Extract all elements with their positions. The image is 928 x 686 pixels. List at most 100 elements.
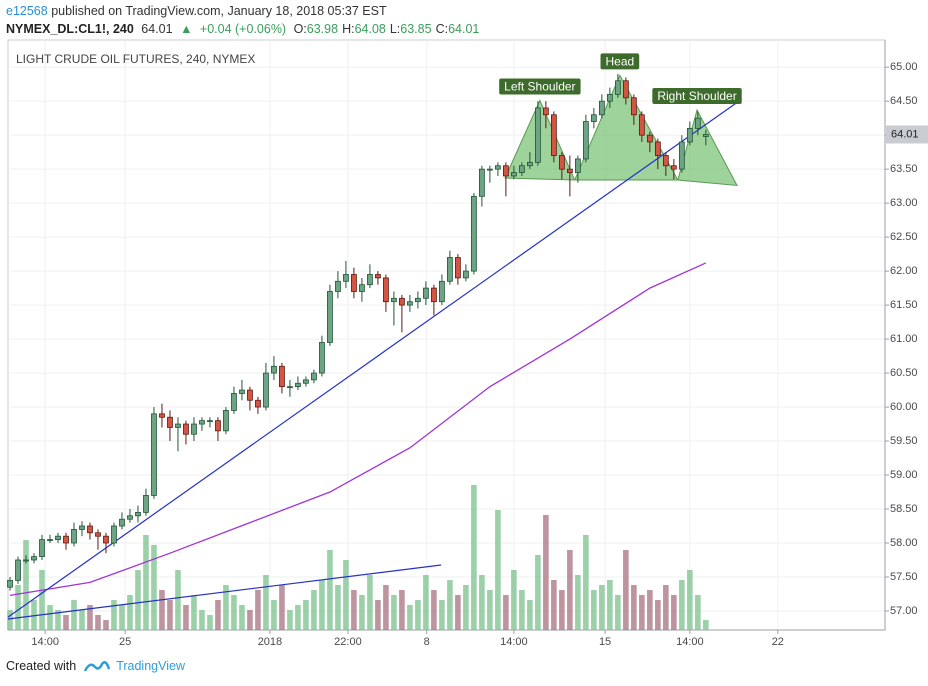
candle-body [550,114,557,156]
candle-body [351,274,357,292]
volume-bar [335,585,341,630]
ohlc-label: O: [293,22,307,36]
volume-bar [63,615,69,630]
volume-bar [703,620,709,630]
candle-body [183,423,189,435]
volume-bar [591,590,597,630]
candle-body [223,410,229,432]
y-tick-label: 64.50 [890,95,918,107]
candle-body [471,195,477,272]
candle-body [79,525,85,530]
volume-bar [191,595,197,630]
pattern-label-box [499,78,581,95]
volume-bar [71,600,77,630]
volume-bar [87,605,93,630]
last-price-box [886,125,928,144]
y-tick-label: 63.50 [890,163,918,175]
candle-body [95,532,101,537]
ohlc-label: L: [389,22,401,36]
volume-bar [455,595,461,630]
volume-bar [15,585,21,630]
moving-average [9,262,707,596]
volume-bar [383,585,389,630]
candle-body [495,165,501,170]
volume-bar [471,485,477,630]
volume-bar [295,605,301,630]
volume-bar [575,575,581,630]
volume-bar [583,535,589,630]
candle-body [574,158,581,173]
ohlc-value: 63.85 [400,22,432,36]
candle-body [159,413,165,418]
volume-bar [159,590,165,630]
volume-bar [655,600,661,630]
ohlc-value: 64.01 [448,22,480,36]
candle-body [191,423,197,435]
candle-body [670,165,677,170]
price: 64.01 [141,22,173,36]
candle-body [119,518,125,527]
candle-body [271,365,277,374]
candle-body [295,382,301,388]
candle-body [319,342,325,374]
volume-trend-line [7,564,442,620]
volume-bar [607,580,613,630]
x-tick-label: 14:00 [500,636,528,648]
candle-body [151,413,157,496]
y-tick-label: 60.00 [890,401,918,413]
trend-line [7,100,741,618]
y-tick-label: 58.00 [890,537,918,549]
candle-body [215,420,221,432]
candle-body [175,423,181,428]
candle-body [678,141,685,170]
ohlc-label: H: [342,22,355,36]
volume-bar [687,570,693,630]
candle-body [127,515,133,520]
volume-bar [231,595,237,630]
brand-link[interactable]: TradingView [116,659,185,673]
volume-bar [143,535,149,630]
candle-body [686,127,693,143]
candle-body [63,535,69,544]
user-link[interactable]: e12568 [6,4,48,18]
volume-bar [511,570,517,630]
candle-body [7,579,13,588]
volume-bar [287,610,293,630]
volume-bar [327,550,333,630]
volume-bar [95,615,101,630]
candle-body [399,297,405,306]
candle-body [614,80,621,95]
created-with: Created with [6,659,77,673]
volume-bar [543,515,549,630]
volume-bar [615,595,621,630]
arrow: ▲ [180,22,193,36]
candle-body [455,257,461,279]
volume-bar [175,570,181,630]
y-tick-label: 57.00 [890,605,918,617]
y-tick-label: 59.00 [890,469,918,481]
x-tick-label: 22:00 [334,636,362,648]
volume-bar [671,595,677,630]
volume-bar [439,600,445,630]
candle-body [487,168,493,171]
plot-frame [7,39,886,631]
volume-bar [375,600,381,630]
candle-body [702,134,709,137]
candle-body [694,117,701,129]
candle-body [303,379,309,384]
volume-bar [663,585,669,630]
candle-body [263,372,269,408]
candle-body [423,287,429,299]
volume-bar [311,590,317,630]
candle-body [606,93,613,102]
candle-body [207,420,213,423]
candle-body [598,100,605,116]
ohlc-value: 64.08 [354,22,386,36]
volume-bar [631,585,637,630]
volume-bar [519,590,525,630]
volume-bar [359,595,365,630]
candle-body [31,556,37,561]
volume-bar [303,600,309,630]
pattern-label-text: Right Shoulder [657,89,736,103]
